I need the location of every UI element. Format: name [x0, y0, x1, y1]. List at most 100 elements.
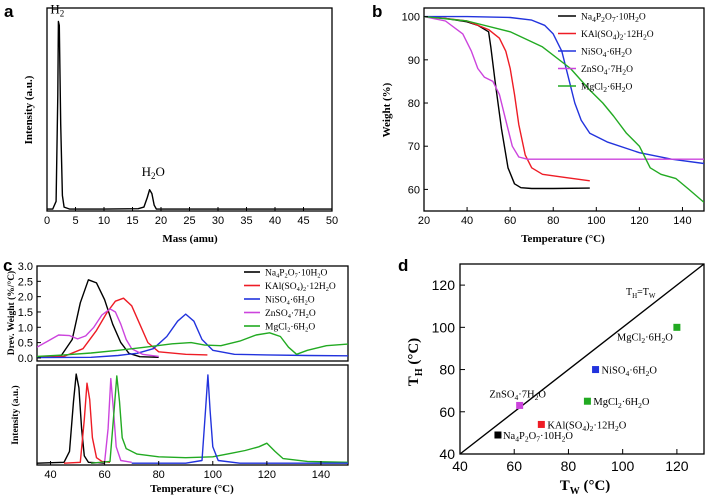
y-axis-label: Intensity (a.u.) [10, 385, 21, 444]
series-line-c-top-3 [37, 308, 159, 358]
plot-frame [423, 7, 705, 212]
series-line-c-bottom-1 [63, 382, 111, 464]
x-tick-label: 100 [611, 458, 635, 474]
plot-frame [36, 265, 349, 362]
point-label: KAl(SO4)2·12H2O [547, 420, 626, 433]
x-tick-label: 120 [258, 469, 276, 481]
legend-entry: Na4P2O7·10H2O [581, 13, 646, 25]
series-line-b-1 [424, 15, 590, 182]
y-tick-label: 100 [402, 12, 420, 24]
legend-entry: MgCl2·6H2O [265, 323, 315, 334]
peak-annotation: H2 [50, 2, 64, 19]
panel-label: c [3, 256, 12, 275]
scatter-point [583, 397, 591, 405]
panel-b: 20 40 60 80 100 120 140 60 70 80 90 100 Na4P2O7·10H2… [402, 7, 705, 227]
scatter-point [673, 323, 681, 331]
series-line-c-bottom-3 [91, 375, 348, 464]
scatter-point [494, 431, 502, 439]
y-axis-label: Weight (%) [381, 82, 393, 137]
point-label: Na4P2O7·10H2O [503, 431, 573, 444]
x-axis-label: Mass (amu) [162, 233, 218, 245]
y-tick-label: 120 [432, 277, 456, 293]
y-tick-label: 2.0 [18, 292, 33, 304]
x-tick-label: 50 [326, 215, 338, 227]
y-tick-label: 1.0 [18, 322, 33, 334]
x-tick-label: 45 [297, 215, 309, 227]
panel-label: a [4, 2, 14, 21]
x-tick-label: 120 [665, 458, 689, 474]
x-tick-label: 35 [240, 215, 252, 227]
x-tick-label: 20 [418, 215, 430, 227]
plot-frame [459, 263, 705, 455]
series-line-c-bottom-2 [91, 377, 132, 464]
series-line-a-0 [47, 20, 332, 210]
y-axis-label: TH (°C) [406, 338, 425, 386]
peak-annotation: H2O [142, 164, 165, 181]
y-tick-label: 0.5 [18, 338, 33, 350]
x-tick-label: 40 [452, 458, 468, 474]
legend-entry: ZnSO4·7H2O [265, 309, 316, 320]
series-line-c-top-4 [37, 332, 348, 358]
x-tick-label: 40 [269, 215, 281, 227]
legend-entry: KAl(SO4)2·12H2O [265, 281, 336, 293]
y-tick-label: 0.0 [18, 353, 33, 365]
y-tick-label: 100 [432, 319, 456, 335]
panel-label: d [398, 256, 408, 275]
panel-c-top: 0.0 0.5 1.0 1.5 2.0 2.5 3.0 Na4P2O7·10H2OKAl(SO… [18, 261, 349, 365]
series-line-c-top-2 [37, 313, 348, 359]
plot-frame [36, 364, 349, 466]
x-tick-label: 60 [506, 458, 522, 474]
x-tick-label: 20 [155, 215, 167, 227]
series-line-c-top-1 [37, 297, 208, 358]
legend-entry: KAl(SO4)2·12H2O [581, 29, 654, 42]
y-tick-label: 80 [439, 362, 455, 378]
legend-entry: MgCl2·6H2O [581, 83, 633, 95]
panel-label: b [372, 2, 382, 21]
x-tick-label: 140 [312, 469, 330, 481]
scatter-point [516, 401, 524, 409]
y-tick-label: 40 [439, 446, 455, 462]
y-tick-label: 90 [408, 55, 420, 67]
x-tick-label: 80 [547, 215, 559, 227]
x-tick-label: 15 [126, 215, 138, 227]
y-tick-label: 2.5 [18, 276, 33, 288]
x-tick-label: 0 [44, 215, 50, 227]
y-axis-label: Intensity (a.u.) [23, 75, 35, 144]
panel-c-bottom: 40 60 80 100 120 140 [36, 364, 349, 481]
identity-line [459, 263, 705, 455]
x-tick-label: 100 [587, 215, 605, 227]
point-label: NiSO4·6H2O [602, 366, 658, 379]
x-tick-label: 140 [673, 215, 691, 227]
x-tick-label: 25 [183, 215, 195, 227]
y-tick-label: 70 [408, 141, 420, 153]
identity-line-label: TH=TW [626, 287, 656, 300]
point-label: MgCl2·6H2O [593, 397, 649, 410]
scatter-point [537, 420, 545, 428]
y-tick-label: 60 [439, 404, 455, 420]
series-line-b-2 [424, 15, 704, 165]
series-line-c-bottom-4 [131, 374, 348, 464]
x-tick-label: 80 [561, 458, 577, 474]
scatter-point [592, 366, 600, 374]
legend-entry: NiSO4·6H2O [581, 48, 632, 60]
x-axis-label: Temperature (°C) [521, 233, 605, 245]
y-tick-label: 80 [408, 98, 420, 110]
panel-a: 0 5 10 15 20 25 30 35 40 45 50 H2 H2O [44, 2, 338, 227]
x-tick-label: 40 [44, 469, 56, 481]
series-line-c-top-0 [37, 279, 159, 358]
x-tick-label: 40 [461, 215, 473, 227]
x-tick-label: 120 [630, 215, 648, 227]
x-axis-label: Temperature (°C) [150, 483, 234, 495]
point-label: MgCl2·6H2O [617, 332, 673, 345]
x-tick-label: 60 [504, 215, 516, 227]
y-tick-label: 3.0 [18, 261, 33, 273]
legend-entry: Na4P2O7·10H2O [265, 269, 327, 280]
point-label: ZnSO4·7H2O [489, 389, 546, 402]
x-tick-label: 100 [204, 469, 222, 481]
x-tick-label: 5 [72, 215, 78, 227]
series-line-b-4 [424, 15, 704, 203]
x-tick-label: 60 [98, 469, 110, 481]
y-tick-label: 60 [408, 184, 420, 196]
x-tick-label: 10 [98, 215, 110, 227]
